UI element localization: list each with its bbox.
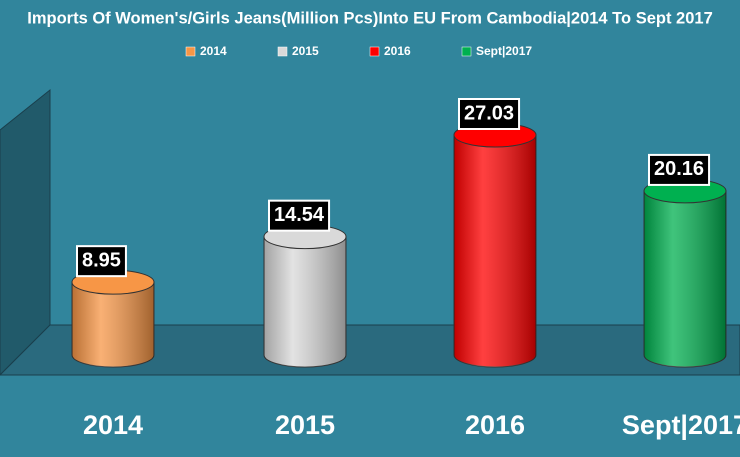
x-tick-label: 2015 [275, 410, 335, 440]
legend-label: Sept|2017 [476, 44, 532, 58]
bar-shading [644, 190, 726, 367]
legend-label: 2015 [292, 44, 319, 58]
data-label: 14.54 [268, 199, 331, 232]
data-label-box [268, 199, 331, 232]
data-label: 20.16 [648, 153, 711, 186]
x-tick-label: Sept|2017 [622, 410, 740, 440]
legend-swatch [369, 46, 380, 57]
bar-shading [264, 236, 346, 367]
data-label-text: 20.16 [654, 158, 704, 180]
data-label: 8.95 [76, 245, 127, 278]
x-tick-label: 2016 [465, 410, 525, 440]
data-label: 27.03 [458, 98, 521, 130]
data-label-box [648, 153, 711, 186]
legend-label: 2016 [384, 44, 411, 58]
legend-swatch [461, 46, 472, 57]
legend-swatch [185, 46, 196, 57]
chart-title: Imports Of Women's/Girls Jeans(Million P… [27, 9, 713, 27]
bar-shading [72, 282, 154, 367]
data-label-text: 27.03 [464, 102, 514, 124]
x-tick-label: 2014 [83, 410, 143, 440]
bar-shading [454, 135, 536, 367]
data-label-box [458, 98, 521, 130]
legend: 2014 2015 2016 Sept|2017 [185, 44, 532, 58]
legend-swatch [277, 46, 288, 57]
data-label-text: 14.54 [274, 204, 325, 226]
data-label-box [76, 245, 127, 278]
legend-label: 2014 [200, 44, 227, 58]
data-label-text: 8.95 [82, 249, 121, 271]
